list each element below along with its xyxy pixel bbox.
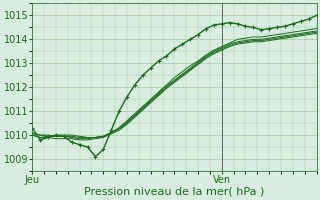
X-axis label: Pression niveau de la mer( hPa ): Pression niveau de la mer( hPa ) xyxy=(84,187,265,197)
